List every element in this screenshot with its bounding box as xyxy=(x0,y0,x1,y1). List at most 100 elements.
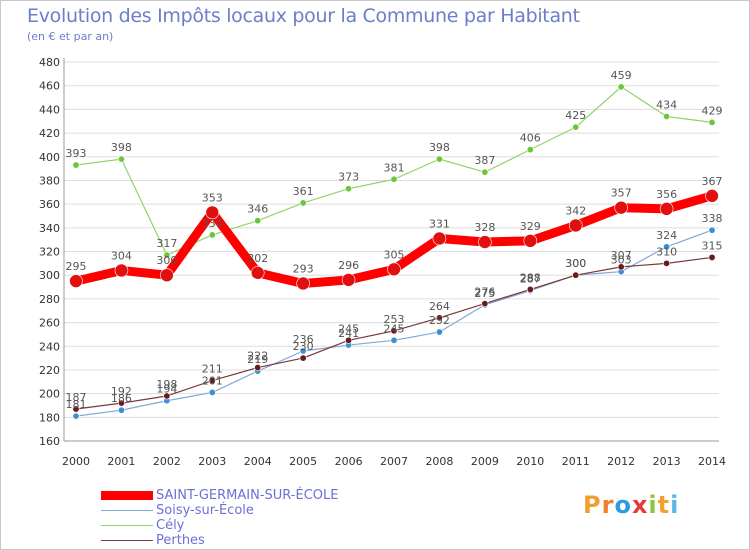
data-label: 356 xyxy=(656,188,677,201)
data-label: 222 xyxy=(247,350,268,363)
data-point xyxy=(387,262,401,277)
data-point xyxy=(705,189,719,203)
data-label: 317 xyxy=(156,237,177,250)
data-label: 398 xyxy=(111,141,132,154)
data-point xyxy=(663,112,671,120)
data-label: 211 xyxy=(202,363,223,376)
data-label: 300 xyxy=(565,257,586,270)
y-tick-label: 320 xyxy=(39,246,60,259)
chart-subtitle: (en € et par an) xyxy=(27,30,114,43)
data-label: 201 xyxy=(202,374,223,387)
x-tick-label: 2010 xyxy=(516,455,544,468)
y-tick-label: 260 xyxy=(39,317,60,330)
data-point xyxy=(663,243,671,251)
data-label: 194 xyxy=(156,383,177,396)
data-point xyxy=(526,285,534,293)
data-point xyxy=(435,314,443,322)
data-point xyxy=(390,336,398,344)
data-label: 303 xyxy=(611,254,632,267)
data-label: 264 xyxy=(429,300,450,313)
data-point xyxy=(572,271,580,279)
data-label: 361 xyxy=(293,185,314,198)
x-tick-label: 2008 xyxy=(425,455,453,468)
x-tick-label: 2006 xyxy=(335,455,363,468)
x-tick-label: 2012 xyxy=(607,455,635,468)
data-label: 406 xyxy=(520,132,541,145)
data-label: 357 xyxy=(611,187,632,200)
data-point xyxy=(299,354,307,362)
legend-swatch xyxy=(101,524,153,527)
data-label: 287 xyxy=(520,273,541,286)
data-label: 236 xyxy=(293,333,314,346)
y-tick-label: 220 xyxy=(39,364,60,377)
data-point xyxy=(254,217,262,225)
x-tick-label: 2005 xyxy=(289,455,317,468)
logo-letter: P xyxy=(583,491,602,519)
data-label: 300 xyxy=(156,254,177,267)
data-label: 373 xyxy=(338,171,359,184)
legend-label: Perthes xyxy=(156,533,205,548)
data-point xyxy=(572,123,580,131)
data-point xyxy=(72,161,80,169)
data-point xyxy=(296,276,310,291)
y-tick-label: 280 xyxy=(39,293,60,306)
x-tick-label: 2009 xyxy=(471,455,499,468)
y-tick-label: 240 xyxy=(39,340,60,353)
data-point xyxy=(117,406,125,414)
data-label: 459 xyxy=(611,69,632,82)
data-label: 300 xyxy=(565,257,586,270)
data-point xyxy=(568,218,583,233)
data-point xyxy=(481,168,489,176)
chart-title: Evolution des Impôts locaux pour la Comm… xyxy=(27,5,580,27)
data-point xyxy=(299,199,307,207)
legend-label: SAINT-GERMAIN-SUR-ÉCOLE xyxy=(156,488,339,503)
data-label: 181 xyxy=(66,398,87,411)
y-tick-label: 200 xyxy=(39,388,60,401)
y-tick-label: 300 xyxy=(39,269,60,282)
y-tick-label: 420 xyxy=(39,127,60,140)
data-label: 241 xyxy=(338,327,359,340)
x-tick-label: 2011 xyxy=(562,455,590,468)
data-point xyxy=(208,231,216,239)
data-point xyxy=(117,155,125,163)
x-tick-label: 2013 xyxy=(653,455,681,468)
data-label: 331 xyxy=(429,217,450,230)
data-label: 346 xyxy=(247,203,268,216)
data-point xyxy=(69,274,83,288)
legend-swatch xyxy=(101,491,153,500)
data-label: 305 xyxy=(384,248,405,261)
y-tick-label: 360 xyxy=(39,198,60,211)
data-label: 425 xyxy=(565,109,586,122)
data-point xyxy=(345,336,353,344)
data-label: 253 xyxy=(384,313,405,326)
data-point xyxy=(526,146,534,154)
logo-letter: x xyxy=(631,491,649,519)
data-label: 310 xyxy=(656,245,677,258)
data-point xyxy=(435,155,443,163)
legend-label: Cély xyxy=(156,518,185,533)
legend-swatch xyxy=(101,509,153,512)
data-label: 393 xyxy=(66,147,87,160)
data-label: 342 xyxy=(565,204,586,217)
data-label: 434 xyxy=(656,98,677,111)
data-point xyxy=(72,412,80,420)
logo-letter: i xyxy=(648,491,658,519)
data-label: 387 xyxy=(474,154,495,167)
data-point xyxy=(117,399,125,407)
data-label: 230 xyxy=(293,340,314,353)
data-label: 245 xyxy=(384,322,405,335)
data-label: 381 xyxy=(384,161,405,174)
data-label: 192 xyxy=(111,385,132,398)
y-tick-label: 480 xyxy=(39,56,60,69)
axes xyxy=(63,58,719,442)
data-label: 186 xyxy=(111,392,132,405)
data-point xyxy=(163,392,171,400)
data-label: 315 xyxy=(702,239,723,252)
data-point xyxy=(617,263,625,271)
data-point xyxy=(208,388,216,396)
y-axis-ticks: 160 180 200 220 240 260 280 300 320 340 360 380 400 4… xyxy=(39,56,60,448)
y-tick-label: 340 xyxy=(39,222,60,235)
data-point xyxy=(208,377,216,385)
